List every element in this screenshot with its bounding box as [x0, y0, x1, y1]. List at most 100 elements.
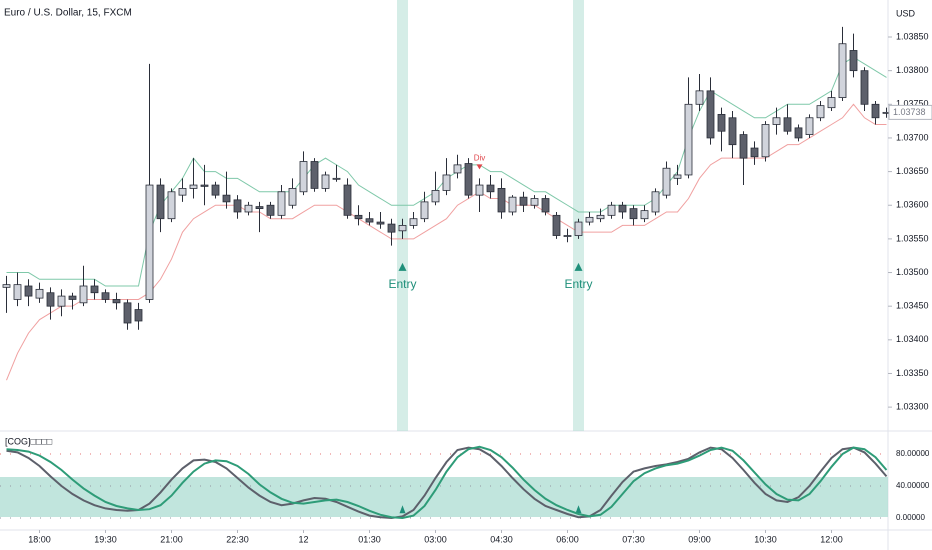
- y-tick-label: 1.03550: [896, 233, 929, 243]
- y-tick-label: 1.03850: [896, 31, 929, 41]
- currency-label: USD: [896, 8, 916, 18]
- candle-body: [728, 117, 737, 146]
- candle-body: [398, 225, 407, 232]
- oscillator-title: [COG]□□□□: [5, 436, 53, 446]
- y-tick-label: 1.03800: [896, 65, 929, 75]
- x-tick-label: 01:30: [358, 534, 381, 544]
- x-tick-label: 12:00: [820, 534, 843, 544]
- candle-body: [662, 167, 671, 196]
- candle-body: [563, 235, 572, 237]
- candle-body: [233, 199, 242, 213]
- osc-arrow: [575, 505, 582, 514]
- x-tick-label: 18:00: [28, 534, 51, 544]
- candle-body: [816, 105, 825, 119]
- x-tick-label: 12: [298, 534, 308, 544]
- candle-body: [750, 147, 759, 158]
- candle-body: [684, 103, 693, 176]
- candle-body: [849, 50, 858, 72]
- candle-body: [112, 299, 121, 304]
- candle-body: [200, 184, 209, 187]
- candle-body: [486, 184, 495, 193]
- candle-body: [167, 191, 176, 220]
- x-tick-label: 03:00: [424, 534, 447, 544]
- candle-body: [255, 206, 264, 210]
- x-tick-label: 10:30: [754, 534, 777, 544]
- candle-body: [365, 218, 374, 223]
- signal-highlight: [573, 0, 584, 431]
- candle-body: [123, 302, 132, 324]
- candle-body: [783, 117, 792, 132]
- x-tick-label: 07:30: [622, 534, 645, 544]
- candle-body: [519, 196, 528, 206]
- candle-body: [453, 164, 462, 174]
- candle-body: [35, 288, 44, 299]
- y-tick-label: 1.03350: [896, 368, 929, 378]
- x-tick-label: 19:30: [94, 534, 117, 544]
- candle-body: [387, 223, 396, 233]
- last-price-label: 1.03738: [893, 107, 926, 117]
- candle-body: [13, 284, 22, 300]
- candle-body: [761, 124, 770, 158]
- candle-body: [79, 285, 88, 304]
- div-label: Div: [474, 153, 486, 162]
- candle-body: [838, 43, 847, 98]
- entry-label: Entry: [388, 277, 416, 291]
- y-tick-label: 1.03750: [896, 99, 929, 109]
- candle-body: [57, 295, 66, 307]
- candle-body: [827, 97, 836, 109]
- candle-body: [475, 184, 484, 196]
- oscillator-band: [0, 477, 888, 517]
- candle-body: [860, 70, 869, 105]
- candle-body: [508, 196, 517, 213]
- candle-body: [156, 184, 165, 220]
- candle-body: [585, 216, 594, 223]
- x-tick-label: 21:00: [160, 534, 183, 544]
- candle-body: [2, 284, 11, 288]
- candle-body: [530, 198, 539, 206]
- candle-body: [629, 208, 638, 220]
- candle-body: [24, 285, 33, 297]
- candle-body: [574, 221, 583, 236]
- entry-arrow: [398, 262, 407, 271]
- entry-label: Entry: [564, 277, 592, 291]
- last-price-box: [888, 104, 932, 120]
- candle-body: [376, 221, 385, 225]
- x-tick-label: 09:00: [688, 534, 711, 544]
- candle-body: [442, 174, 451, 191]
- candle-body: [222, 194, 231, 203]
- candle-body: [607, 204, 616, 216]
- candle-body: [178, 188, 187, 196]
- candle-body: [332, 177, 341, 180]
- candle-body: [211, 184, 220, 196]
- candle-body: [706, 90, 715, 139]
- candle-body: [134, 309, 143, 322]
- candle-body: [497, 188, 506, 213]
- candle-body: [871, 103, 880, 119]
- candle-body: [431, 190, 440, 203]
- osc-line: [6, 446, 888, 520]
- candle-body: [651, 191, 660, 213]
- osc-line: [6, 445, 888, 520]
- candle-body: [717, 113, 726, 132]
- x-tick-label: 22:30: [226, 534, 249, 544]
- y-tick-label: 1.03650: [896, 166, 929, 176]
- chart-title: Euro / U.S. Dollar, 15, FXCM: [4, 8, 132, 19]
- candle-body: [310, 161, 319, 189]
- candle-body: [695, 90, 704, 105]
- osc-tick-label: 0.00000: [896, 513, 925, 522]
- candle-body: [90, 285, 99, 294]
- signal-highlight: [397, 0, 408, 431]
- entry-arrow: [574, 262, 583, 271]
- y-tick-label: 1.03450: [896, 301, 929, 311]
- x-tick-label: 04:30: [490, 534, 513, 544]
- osc-tick-label: 40.00000: [896, 481, 930, 490]
- candle-body: [640, 210, 649, 220]
- osc-arrow: [399, 505, 406, 514]
- candle-body: [409, 218, 418, 226]
- candle-body: [541, 198, 550, 213]
- y-tick-label: 1.03400: [896, 334, 929, 344]
- candle-body: [618, 204, 627, 213]
- candle-body: [772, 117, 781, 125]
